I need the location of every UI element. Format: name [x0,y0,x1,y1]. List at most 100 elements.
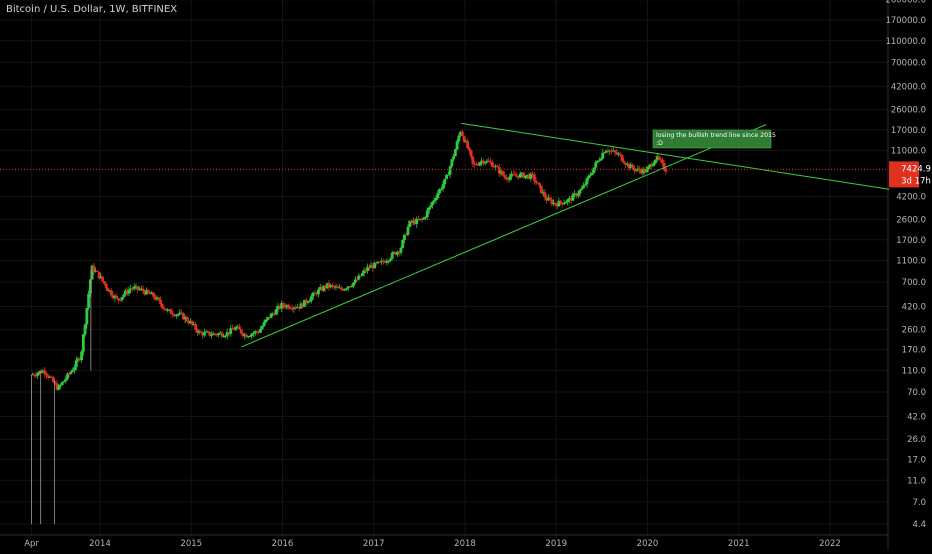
candle-body [515,175,519,177]
candle-body [522,172,526,179]
y-tick-label: 260000.0 [885,0,926,6]
candle-body [262,322,266,327]
candle-body [52,377,55,383]
candle-body [131,288,134,290]
candle-body [248,336,252,338]
candle-body [222,336,226,338]
candle-body [562,202,566,205]
candle-body [274,309,278,315]
candle-body [387,260,391,262]
candle-body [257,331,261,333]
candle-body [252,332,255,334]
candle-body [608,150,612,152]
candle-body [631,164,634,168]
candle-body [369,265,373,268]
candle-body [650,164,654,167]
candle-body [236,326,240,328]
candle-body [80,351,83,361]
candle-body [59,384,62,386]
candle-body [124,290,127,295]
candle-body [99,276,103,279]
y-tick-label: 4200.0 [896,193,926,203]
countdown-label: 3d 17h [901,176,931,186]
candle-body [176,314,180,316]
candle-body [173,314,176,317]
candle-body [225,331,229,336]
candle-body [359,275,362,277]
x-tick-label: 2020 [637,539,659,549]
candle-body [290,308,294,310]
candle-body [539,185,543,194]
y-tick-label: 4.4 [912,520,926,530]
y-tick-label: 170000.0 [885,16,926,26]
candle-body [48,376,52,378]
candle-body [390,252,394,259]
candle-body [53,382,57,384]
x-tick-label: 2016 [272,539,294,549]
candle-body [497,167,501,174]
candle-body [413,220,417,225]
candle-body [606,150,610,152]
candle-body [153,296,157,300]
candle-body [622,160,626,164]
candle-body [104,283,108,288]
candle-body [655,156,659,160]
candle-body [467,148,471,151]
y-tick-label: 110.0 [902,366,926,376]
y-tick-label: 1700.0 [896,236,926,246]
candle-body [138,289,141,291]
candle-body [480,160,484,163]
candle-body [87,293,90,308]
candle-body [269,313,273,318]
candle-body [376,261,380,264]
candle-body [322,286,326,291]
candle-body [218,332,222,334]
candles [31,129,668,524]
candle-body [473,163,477,165]
candle-body [341,289,345,291]
x-tick-label: 2022 [819,539,841,549]
candle-body [308,300,312,302]
y-tick-label: 700.0 [902,278,926,288]
candle-body [334,286,338,288]
candle-body [589,174,592,176]
candle-body [652,163,656,167]
candle-body [199,331,203,333]
candle-body [592,167,596,173]
candle-body [171,313,175,315]
candle-body [383,261,387,263]
candle-body [564,202,568,204]
candle-body [304,299,308,303]
candle-body [434,198,438,201]
candle-body [62,380,66,383]
candle-body [374,262,378,264]
candle-body [582,185,585,189]
candle-body [460,131,464,137]
candle-body [404,234,408,236]
candle-body [520,172,524,174]
candle-body [192,324,196,326]
y-tick-label: 1100.0 [896,257,926,267]
candle-body [213,333,217,335]
candle-body [294,307,298,309]
candle-body [346,286,350,289]
x-tick-label: 2014 [89,539,111,549]
candle-body [253,331,257,333]
candle-body [264,319,268,323]
candle-body [78,358,82,361]
candle-body [41,370,45,373]
candle-body [587,175,591,179]
candle-body [208,331,212,336]
candle-body [267,317,271,319]
candle-body [625,163,629,165]
candle-body [339,287,343,290]
candle-body [560,202,564,205]
candle-body [410,220,413,223]
candle-body [224,335,227,337]
candle-body [250,333,254,337]
last-price-label: 7424.9 [901,164,931,174]
candle-body [38,371,41,374]
candle-body [550,199,554,205]
y-tick-label: 170.0 [902,346,926,356]
candle-body [548,197,552,200]
